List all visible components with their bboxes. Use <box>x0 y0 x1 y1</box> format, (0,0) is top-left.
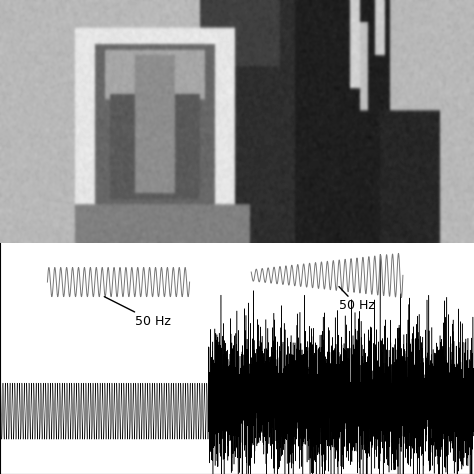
Text: 50 Hz: 50 Hz <box>104 297 171 328</box>
Text: 50 Hz: 50 Hz <box>339 287 375 312</box>
